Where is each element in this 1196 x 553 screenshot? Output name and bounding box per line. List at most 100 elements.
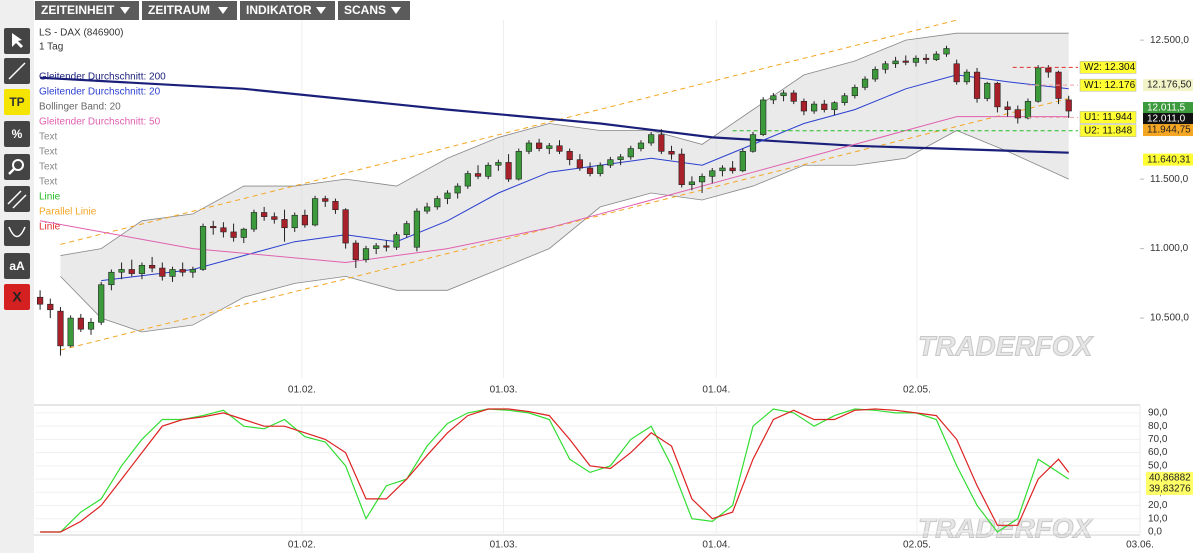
candle-body [902, 60, 909, 63]
candle-body [118, 269, 125, 273]
candle-body [271, 216, 278, 220]
menu-label: SCANS [344, 3, 386, 17]
candle-body [678, 153, 685, 185]
y-tick-label: 70,0 [1148, 434, 1168, 445]
price-label-box [1143, 102, 1193, 115]
candle-body [749, 134, 757, 152]
candle-body [719, 167, 726, 172]
candle-body [240, 228, 247, 238]
level-label-box [1079, 111, 1137, 124]
candle-body [1024, 100, 1032, 119]
x-tick-label: 02.05. [903, 540, 931, 551]
close-tool[interactable] [4, 284, 30, 310]
candle-body [1004, 106, 1011, 110]
line-icon [8, 62, 26, 80]
curve-tool[interactable] [4, 220, 30, 246]
candle-body [362, 248, 370, 261]
candle-body [1035, 67, 1042, 102]
candle-body [607, 159, 614, 166]
candle-body [892, 60, 899, 65]
candle-body [831, 102, 838, 110]
menu-item[interactable] [240, 1, 335, 20]
candle-body [342, 209, 349, 244]
tp-tool[interactable] [4, 89, 30, 115]
menu-label: INDIKATOR [246, 3, 312, 17]
candle-body [780, 92, 787, 97]
value-label-box [1146, 482, 1193, 495]
candle-body [77, 317, 84, 330]
y-tick-label: 12.500,0 [1150, 35, 1189, 46]
candle-body [851, 87, 858, 97]
candle-body [760, 99, 767, 135]
candle-body [87, 321, 95, 330]
legend-entry: Linie [39, 192, 61, 203]
candle-body [322, 198, 329, 202]
candle-body [108, 271, 115, 286]
x-tick-label: 02.05. [903, 385, 931, 396]
value-label-box [1146, 471, 1193, 484]
candle-body [47, 303, 54, 311]
candle-body [739, 151, 746, 172]
menu-item[interactable] [142, 1, 237, 20]
menu-item[interactable] [338, 1, 410, 20]
y-tick-label: 90,0 [1148, 408, 1168, 419]
candle-body [841, 95, 848, 103]
candle-body [250, 212, 258, 230]
candle-body [790, 92, 797, 102]
text-tool-label: aA [9, 259, 25, 273]
x-tick-label: 03.06. [1126, 540, 1154, 551]
price-label: 11.944,75 [1147, 125, 1191, 136]
candle-body [566, 151, 573, 160]
candle-body [332, 201, 339, 210]
candle-body [1014, 109, 1021, 119]
text-tool[interactable] [4, 253, 30, 279]
candle-body [546, 145, 553, 149]
candle-body [637, 142, 645, 149]
candle-body [729, 167, 736, 172]
candle-body [963, 71, 970, 83]
candle-body [291, 214, 298, 229]
candle-body [872, 69, 879, 80]
candle-body [800, 100, 808, 112]
price-label-box [1143, 153, 1193, 166]
tp-label: TP [9, 95, 24, 109]
legend-entry: Text [39, 132, 58, 143]
x-tick-label: 01.02. [288, 385, 316, 396]
candle-body [953, 63, 960, 83]
candle-body [403, 223, 410, 236]
candle-body [179, 269, 186, 273]
price-label: 12.011,0 [1147, 114, 1186, 125]
pointer-icon [12, 33, 23, 48]
zoom-tool[interactable] [4, 154, 30, 180]
legend-entry: Linie [39, 222, 61, 233]
legend-entry: Bollinger Band: 20 [39, 102, 121, 113]
parallel-tool[interactable] [4, 186, 30, 212]
price-label: 12.176,50 [1147, 80, 1192, 91]
candle-body [536, 142, 543, 149]
close-label: X [12, 289, 22, 305]
stochastic-line [40, 408, 1070, 533]
candle-body [617, 156, 624, 160]
candle-body [434, 198, 441, 208]
level-label: U2: 11.848 [1084, 125, 1133, 136]
menu-label: ZEITRAUM [148, 3, 210, 17]
percent-tool[interactable] [4, 121, 30, 147]
candle-body [811, 103, 818, 112]
zoom-handle [8, 168, 15, 175]
watermark: TRADERFOX [918, 512, 1095, 543]
y-tick-label: 20,0 [1148, 500, 1168, 511]
bollinger-lower [60, 130, 1069, 333]
candle-body [505, 162, 512, 180]
candle-body [220, 227, 227, 233]
y-tick-label: 10,0 [1148, 513, 1168, 524]
menu-item[interactable] [35, 1, 139, 20]
candle-body [98, 284, 105, 323]
candle-body [485, 164, 492, 177]
candle-body [586, 167, 594, 174]
price-label: 11.640,31 [1147, 154, 1191, 165]
legend-entry: Text [39, 147, 58, 158]
candle-body [984, 82, 991, 99]
candle-body [576, 159, 583, 169]
candle-body [923, 57, 930, 60]
